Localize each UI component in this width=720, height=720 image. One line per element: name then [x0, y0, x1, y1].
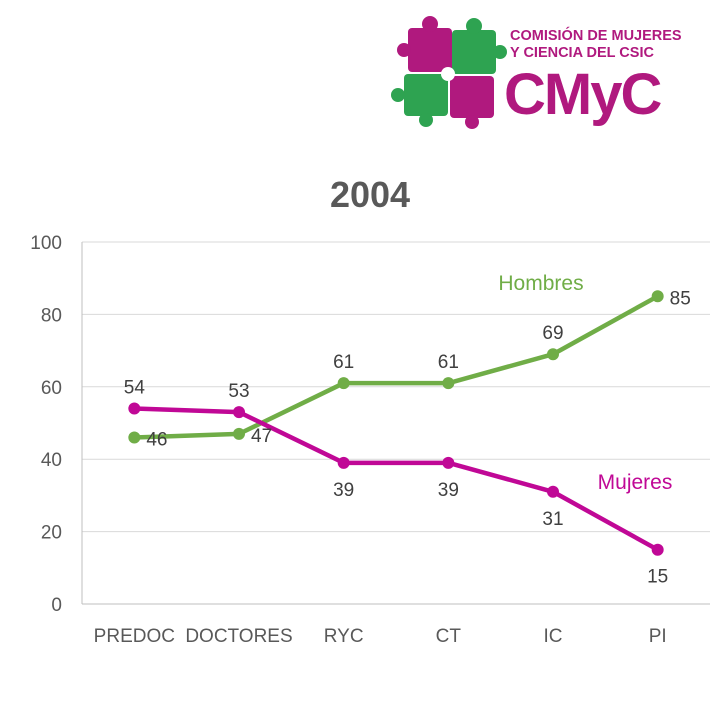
data-label-hombres-predoc: 46	[146, 429, 167, 450]
puzzle-icon	[391, 16, 507, 129]
point-mujeres-doctores	[233, 406, 245, 419]
data-label-hombres-ryc: 61	[333, 352, 354, 373]
series-line-mujeres	[132, 406, 660, 552]
y-tick-label-0: 0	[51, 595, 62, 616]
point-hombres-ic	[547, 348, 559, 361]
logo-line-2: Y CIENCIA DEL CSIC	[510, 45, 654, 61]
x-tick-label-pi: PI	[649, 626, 667, 647]
data-label-hombres-doctores: 47	[251, 426, 272, 447]
axes: 0 20 40 60 80 100 PREDOC DOCTORES RYC CT IC PI	[30, 233, 710, 647]
data-label-mujeres-ryc: 39	[333, 480, 354, 501]
data-label-mujeres-doctores: 53	[228, 381, 249, 402]
data-label-mujeres-ct: 39	[438, 480, 459, 501]
x-tick-label-predoc: PREDOC	[94, 626, 175, 647]
y-tick-label-40: 40	[41, 450, 62, 471]
series	[128, 290, 664, 556]
data-label-mujeres-predoc: 54	[124, 378, 146, 399]
logo-line-1: COMISIÓN DE MUJERES	[510, 26, 682, 44]
y-tick-label-80: 80	[41, 305, 62, 326]
data-labels: 46 47 61 61 69 85 54 53 39 39 31 15 Hombres Mujeres	[124, 272, 691, 588]
x-tick-label-ryc: RYC	[324, 626, 364, 647]
x-tick-label-ic: IC	[544, 626, 563, 647]
data-label-hombres-pi: 85	[670, 288, 691, 309]
x-tick-label-doctores: DOCTORES	[185, 626, 292, 647]
data-label-mujeres-ic: 31	[542, 509, 563, 530]
series-label-hombres: Hombres	[498, 272, 583, 295]
point-hombres-ryc	[337, 377, 350, 390]
y-tick-label-20: 20	[41, 523, 62, 544]
cmyc-logo: COMISIÓN DE MUJERES Y CIENCIA DEL CSIC C…	[391, 16, 682, 129]
data-label-hombres-ct: 61	[438, 352, 459, 373]
point-hombres-pi	[651, 290, 664, 303]
point-mujeres-pi	[651, 543, 664, 556]
data-label-hombres-ic: 69	[542, 323, 563, 344]
point-hombres-predoc	[128, 431, 141, 444]
data-label-mujeres-pi: 15	[647, 567, 668, 588]
chart-title: 2004	[330, 174, 410, 215]
y-tick-label-100: 100	[30, 233, 62, 254]
point-hombres-doctores	[233, 427, 245, 440]
point-mujeres-ct	[442, 456, 455, 469]
series-label-mujeres: Mujeres	[598, 471, 673, 494]
logo-brand: CMyC	[504, 62, 661, 127]
point-mujeres-ryc	[337, 456, 350, 469]
point-hombres-ct	[442, 377, 455, 390]
grid	[82, 241, 710, 533]
x-tick-label-ct: CT	[436, 626, 462, 647]
series-line-hombres	[132, 294, 660, 440]
point-mujeres-ic	[547, 485, 559, 498]
y-tick-label-60: 60	[41, 378, 62, 399]
point-mujeres-predoc	[128, 402, 141, 415]
